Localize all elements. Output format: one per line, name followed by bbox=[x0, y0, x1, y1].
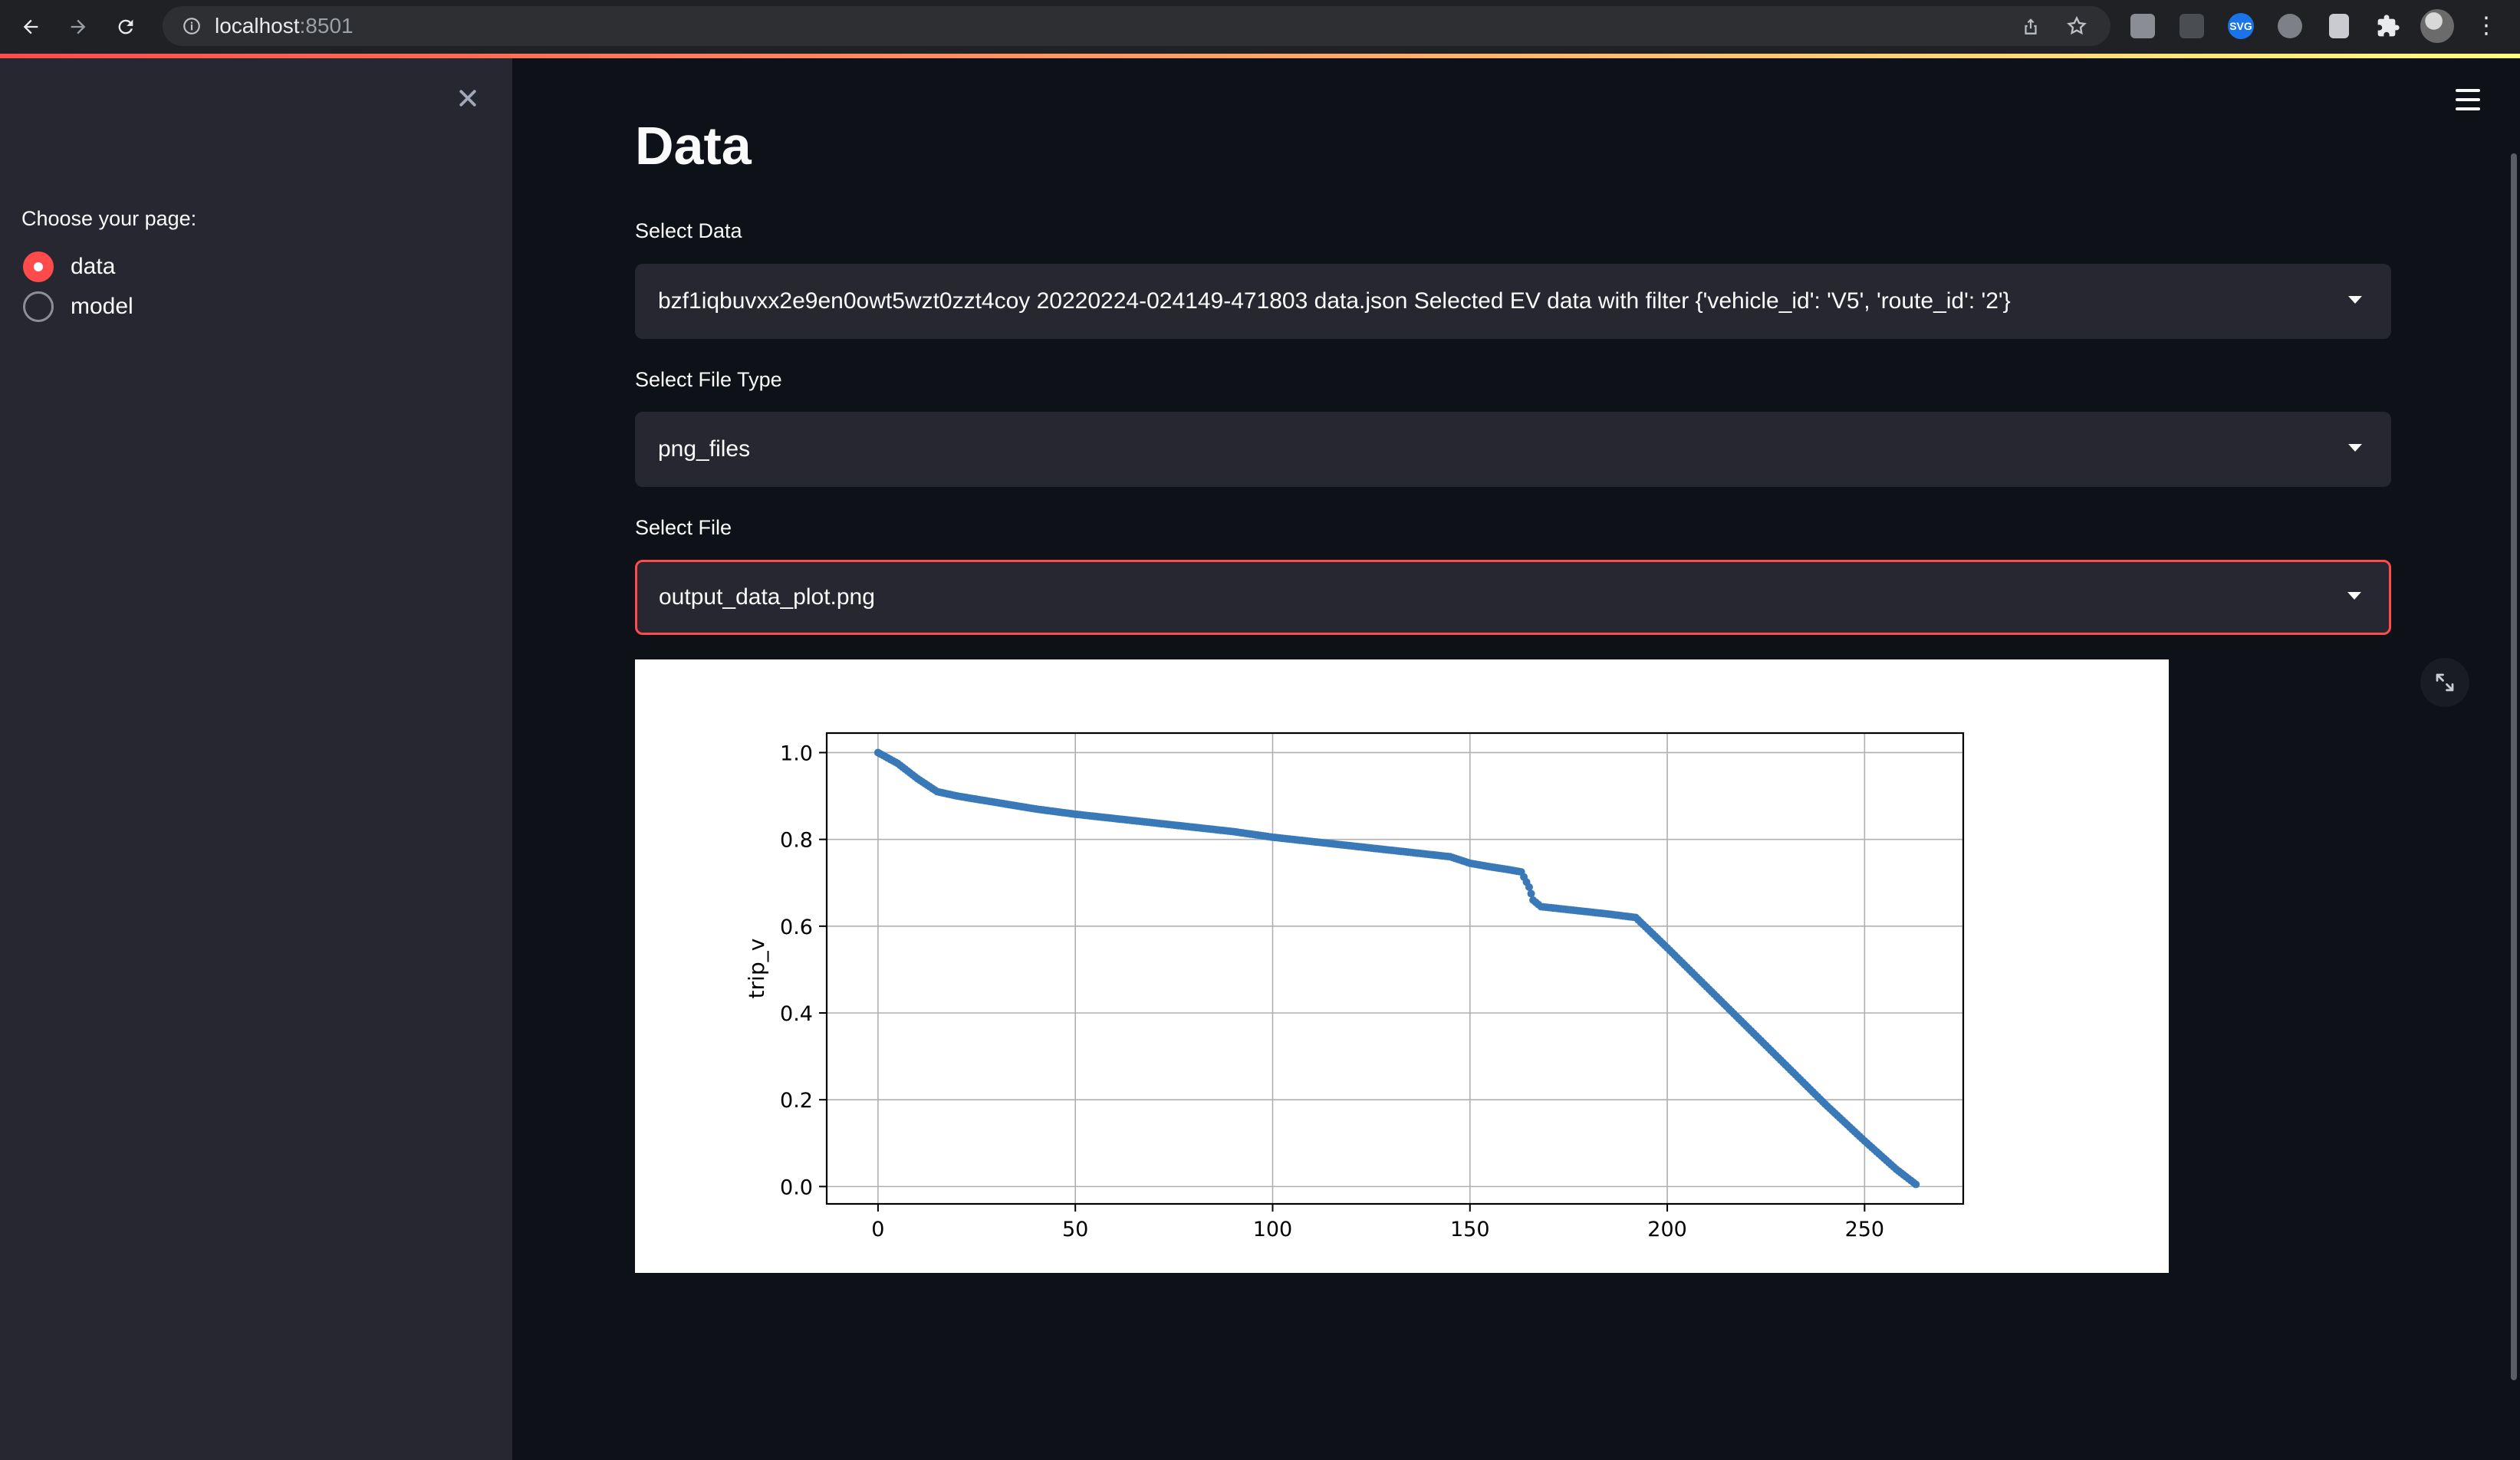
select-file-type-dropdown[interactable]: png_files bbox=[635, 412, 2391, 487]
data-point bbox=[1527, 889, 1535, 898]
y-tick-label: 0.4 bbox=[780, 1002, 813, 1026]
y-tick-label: 0.8 bbox=[780, 829, 813, 853]
radio-option-data[interactable]: data bbox=[23, 252, 115, 282]
select-file-label: Select File bbox=[635, 516, 732, 539]
browser-toolbar: localhost:8501 SVG ⋮ bbox=[0, 0, 2520, 54]
x-tick-label: 50 bbox=[1062, 1218, 1088, 1241]
url-port: :8501 bbox=[299, 14, 354, 38]
fullscreen-expand-icon[interactable] bbox=[2420, 658, 2469, 707]
trip-v-scatter-plot: 0 50 100 150 200 250 0.0 0.2 0.4 0.6 0.8 1.0 trip_v bbox=[744, 732, 1965, 1241]
address-bar[interactable]: localhost:8501 bbox=[163, 6, 2110, 46]
select-data-value: bzf1iqbuvxx2e9en0owt5wzt0zzt4coy 2022022… bbox=[658, 288, 2011, 314]
extension-svg-icon[interactable]: SVG bbox=[2224, 9, 2258, 43]
data-point bbox=[1525, 883, 1533, 891]
x-tick-label: 200 bbox=[1647, 1218, 1687, 1241]
page-title: Data bbox=[635, 116, 752, 176]
sidebar: Choose your page: data model bbox=[0, 58, 512, 1460]
y-axis-label: trip_v bbox=[744, 939, 769, 999]
select-file-value: output_data_plot.png bbox=[659, 584, 875, 610]
app-menu-icon[interactable] bbox=[2451, 84, 2485, 115]
x-tick-label: 100 bbox=[1253, 1218, 1293, 1241]
url-host: localhost bbox=[215, 14, 300, 38]
select-data-label: Select Data bbox=[635, 219, 742, 242]
page-scrollbar[interactable] bbox=[2511, 153, 2517, 1380]
select-file-type-value: png_files bbox=[658, 436, 751, 462]
reload-icon[interactable] bbox=[109, 10, 143, 44]
share-icon[interactable] bbox=[2015, 11, 2046, 41]
plot-image: 0 50 100 150 200 250 0.0 0.2 0.4 0.6 0.8 1.0 trip_v bbox=[635, 659, 2169, 1273]
header-decoration-line bbox=[0, 54, 2520, 58]
radio-option-model[interactable]: model bbox=[23, 291, 133, 322]
bookmark-star-icon[interactable] bbox=[2061, 11, 2092, 41]
extension-glasses-icon[interactable] bbox=[2273, 9, 2307, 43]
url-text: localhost:8501 bbox=[215, 14, 354, 38]
x-tick-label: 150 bbox=[1450, 1218, 1490, 1241]
puzzle-extensions-icon[interactable] bbox=[2371, 9, 2405, 43]
y-tick-label: 1.0 bbox=[780, 742, 813, 765]
browser-menu-icon[interactable]: ⋮ bbox=[2475, 13, 2498, 38]
y-tick-label: 0.6 bbox=[780, 916, 813, 939]
extension-document-icon[interactable] bbox=[2322, 9, 2356, 43]
chevron-down-icon[interactable] bbox=[2348, 296, 2362, 304]
forward-arrow-icon[interactable] bbox=[61, 10, 95, 44]
radio-checked-icon[interactable] bbox=[23, 252, 54, 282]
x-tick-label: 250 bbox=[1845, 1218, 1885, 1241]
data-point bbox=[1912, 1180, 1920, 1189]
page-radio-label: Choose your page: bbox=[21, 207, 197, 230]
profile-avatar[interactable] bbox=[2420, 9, 2454, 43]
select-data-dropdown[interactable]: bzf1iqbuvxx2e9en0owt5wzt0zzt4coy 2022022… bbox=[635, 264, 2391, 339]
plot-frame bbox=[825, 732, 1965, 1205]
extension-translate-icon[interactable] bbox=[2126, 9, 2160, 43]
radio-option-label: data bbox=[71, 254, 116, 279]
y-tick-label: 0.0 bbox=[780, 1176, 813, 1199]
info-icon[interactable] bbox=[176, 11, 207, 41]
back-arrow-icon[interactable] bbox=[14, 10, 48, 44]
x-tick-label: 0 bbox=[871, 1218, 884, 1241]
close-icon[interactable] bbox=[451, 81, 485, 115]
radio-unchecked-icon[interactable] bbox=[23, 291, 54, 322]
chevron-down-icon[interactable] bbox=[2348, 444, 2362, 452]
extension-window-icon[interactable] bbox=[2175, 9, 2209, 43]
select-file-type-label: Select File Type bbox=[635, 368, 782, 391]
y-tick-label: 0.2 bbox=[780, 1089, 813, 1113]
radio-option-label: model bbox=[71, 294, 133, 319]
select-file-dropdown[interactable]: output_data_plot.png bbox=[635, 560, 2391, 635]
chevron-down-icon[interactable] bbox=[2347, 592, 2361, 600]
